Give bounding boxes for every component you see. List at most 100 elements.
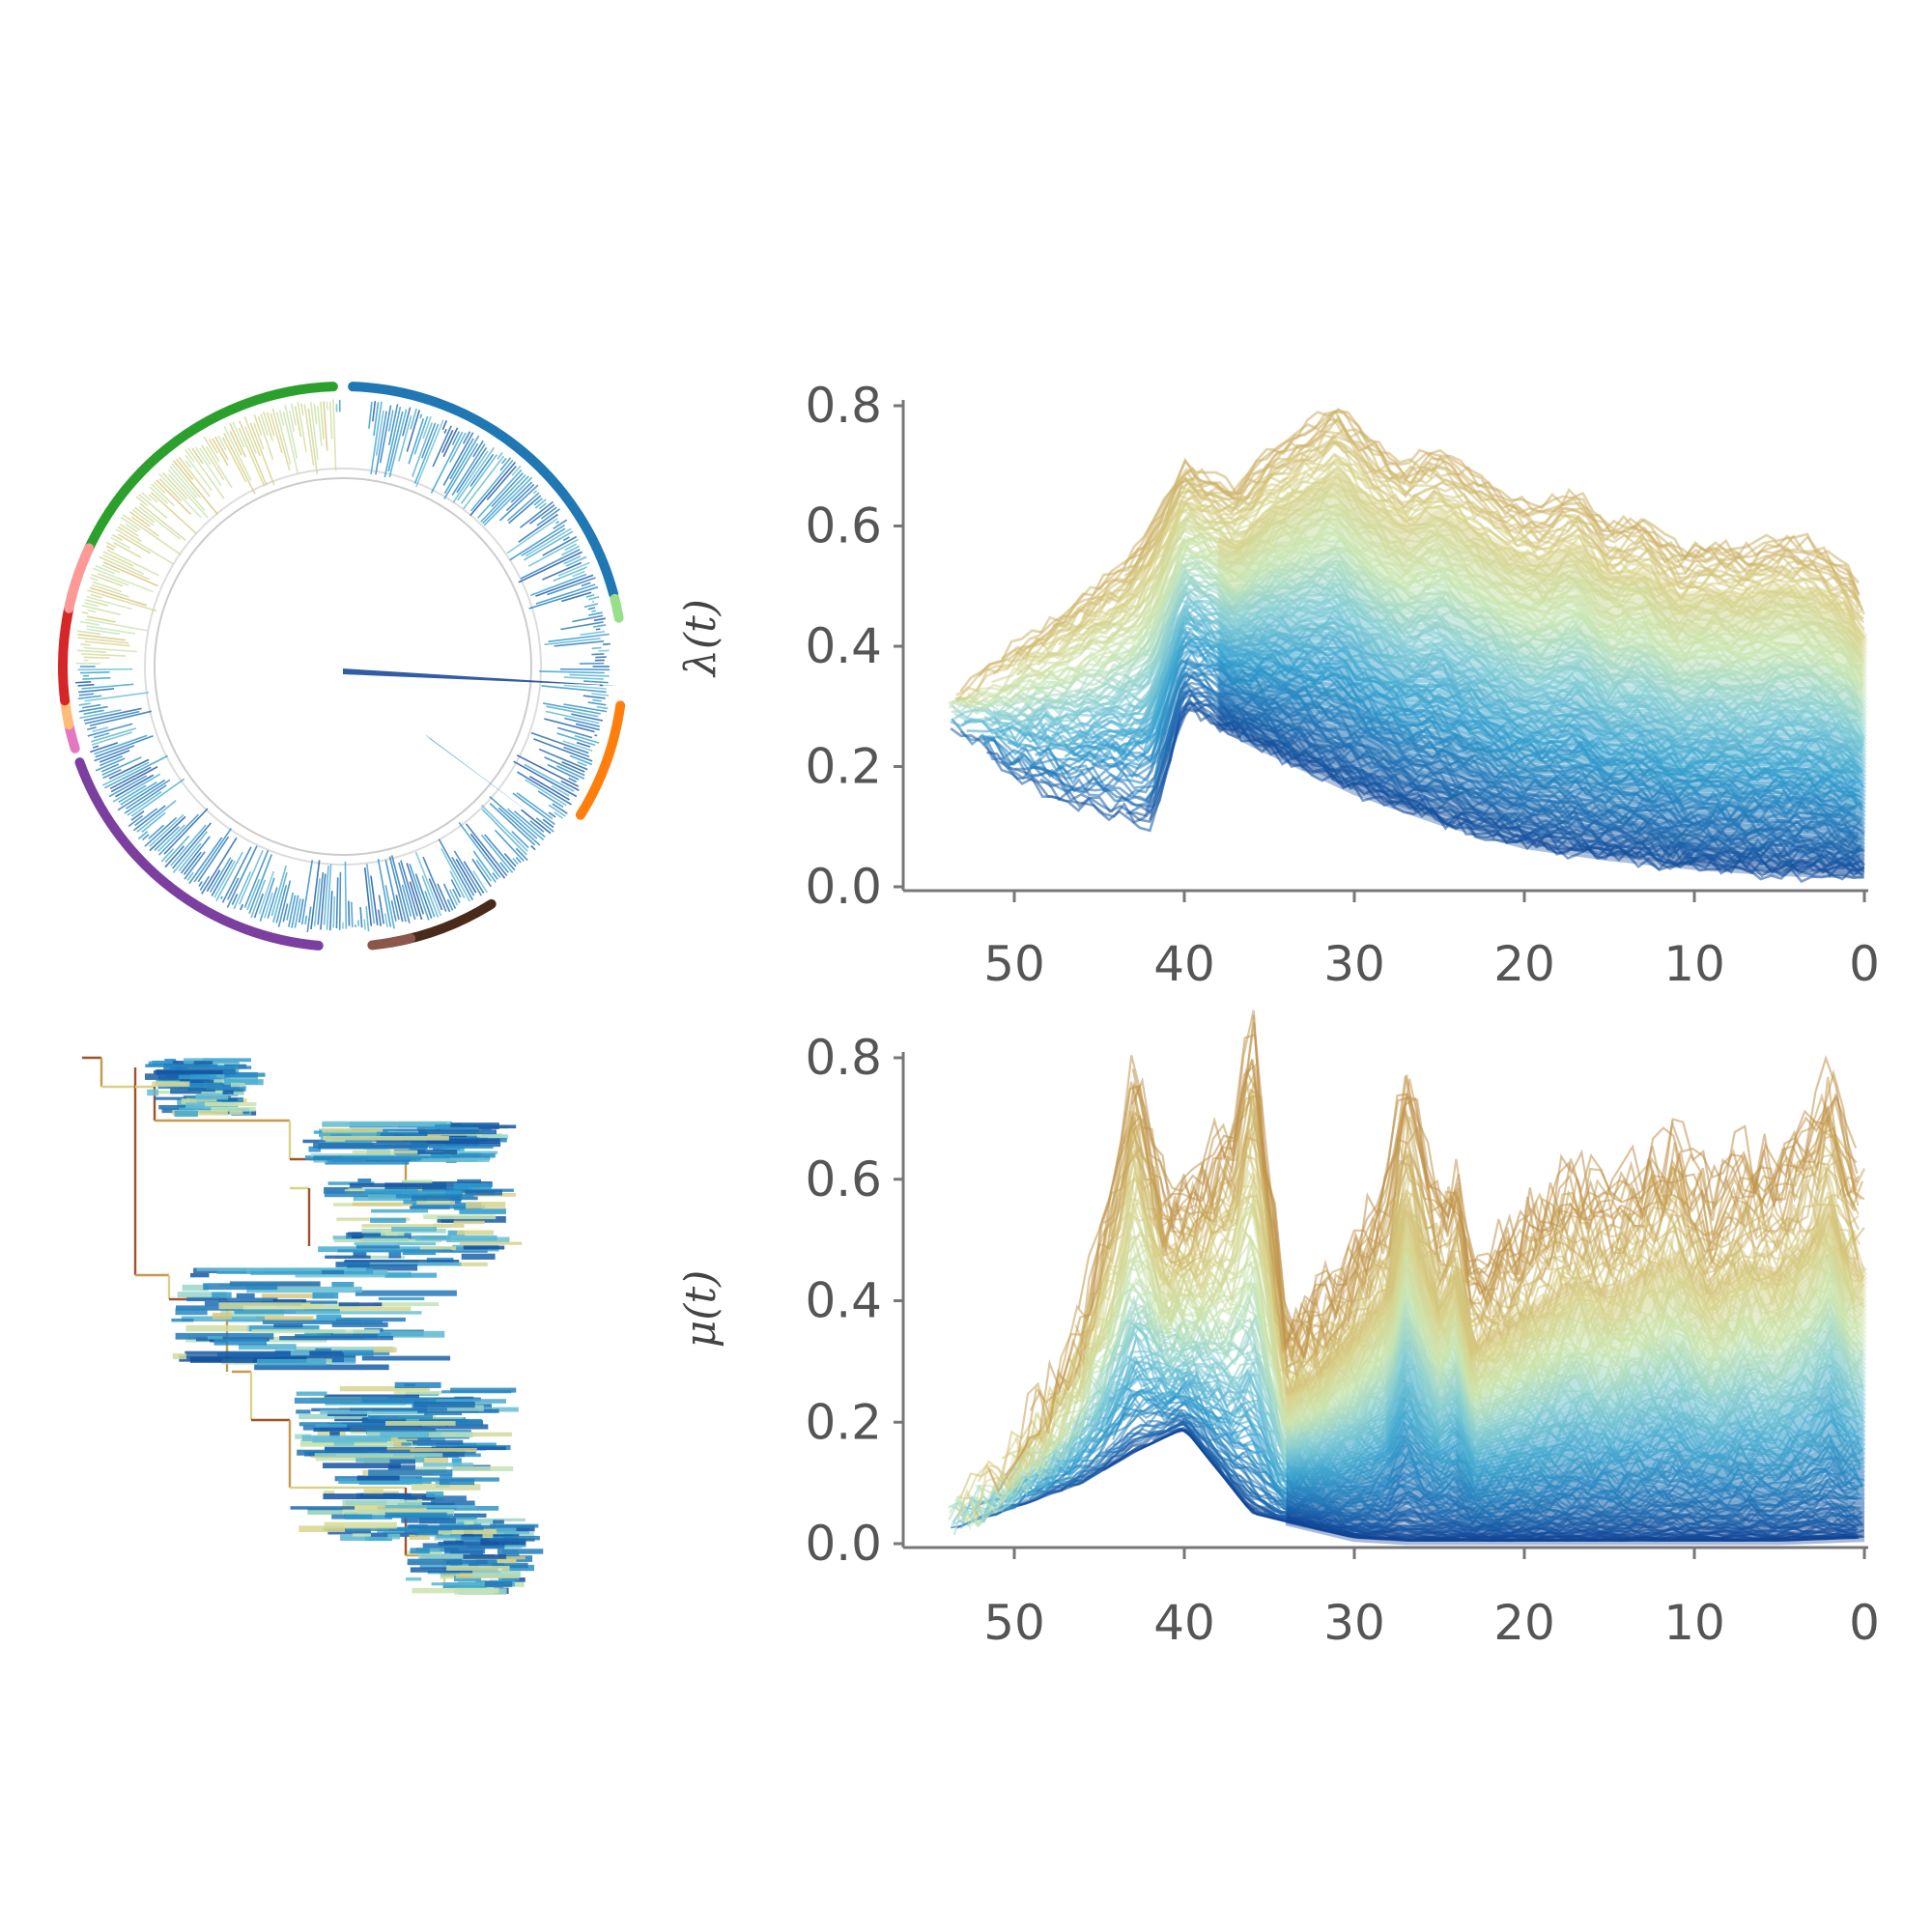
radial-branch — [317, 406, 323, 446]
tree-tip — [445, 1559, 488, 1565]
radial-branch — [248, 854, 273, 914]
radial-branch — [373, 402, 380, 437]
tree-tip — [497, 1527, 517, 1534]
radial-branch — [271, 408, 291, 471]
rate-band-line — [1284, 1221, 1868, 1406]
rate-trajectory-line — [950, 702, 1860, 871]
radial-branch — [414, 851, 442, 917]
radial-branch — [359, 906, 363, 928]
radial-branch — [471, 858, 492, 888]
rate-band-line — [1286, 1415, 1866, 1482]
radial-branch — [419, 413, 423, 419]
tree-tip — [436, 1534, 462, 1539]
radial-branch — [91, 574, 124, 587]
radial-branch — [408, 418, 425, 465]
tree-tip — [312, 1155, 343, 1161]
tree-tip — [348, 1232, 396, 1236]
radial-branch — [262, 411, 274, 441]
radial-branch — [395, 895, 404, 923]
tree-tip — [298, 1422, 420, 1427]
rate-band-line — [1284, 1242, 1867, 1419]
radial-branch — [317, 872, 325, 925]
radial-branch — [171, 463, 202, 498]
rate-trajectory-line — [1014, 438, 1863, 661]
radial-branch — [92, 581, 123, 593]
tree-tip — [177, 1292, 227, 1298]
radial-branch — [536, 508, 561, 526]
radial-branch — [193, 828, 232, 883]
radial-branch — [387, 404, 399, 445]
rate-band-line — [1216, 669, 1866, 815]
tree-tip — [427, 1405, 484, 1411]
rate-band-line — [1284, 1273, 1867, 1431]
radial-branch — [332, 399, 337, 471]
tree-tip — [451, 1528, 504, 1535]
rate-trajectory-line — [1098, 1094, 1856, 1354]
radial-branch — [310, 860, 321, 930]
tree-tip — [460, 1536, 491, 1540]
radial-branch — [556, 732, 596, 747]
radial-branch — [126, 779, 171, 810]
rate-band-line — [1216, 720, 1865, 879]
y-tick-label: 0.8 — [805, 1030, 882, 1086]
radial-branch — [472, 870, 489, 894]
tree-tip — [374, 1302, 440, 1306]
radial-branch — [506, 492, 540, 522]
radial-branch — [451, 856, 475, 896]
tree-tip — [295, 1347, 394, 1353]
radial-branch — [554, 640, 605, 647]
radial-branch — [413, 415, 429, 455]
radial-branch — [512, 858, 519, 866]
tree-tip — [329, 1432, 340, 1438]
radial-branch — [576, 741, 591, 748]
radial-branch — [494, 829, 525, 862]
tree-tip — [440, 1432, 512, 1437]
radial-branch — [313, 403, 318, 424]
tree-tip — [320, 1409, 428, 1415]
radial-branch — [78, 693, 95, 696]
tree-tip — [323, 1463, 401, 1469]
rate-trajectory-line — [1058, 441, 1856, 646]
radial-branch — [384, 913, 388, 927]
radial-branch — [449, 438, 474, 480]
radial-branch — [535, 583, 596, 605]
tree-tip — [403, 1199, 427, 1205]
tree-tip — [463, 1245, 505, 1250]
radial-branch — [282, 411, 299, 474]
radial-branch — [598, 649, 610, 652]
tree-tip — [272, 1298, 306, 1304]
rate-band-line — [1216, 494, 1868, 662]
tree-tip — [393, 1441, 410, 1448]
radial-branch — [527, 538, 579, 567]
radial-branch — [469, 459, 514, 512]
rate-trajectories — [948, 1009, 1865, 1543]
radial-branch — [572, 614, 604, 623]
tree-tip — [439, 1452, 465, 1458]
radial-branch — [499, 457, 512, 471]
rate-band-line — [1286, 1494, 1865, 1522]
tree-tip — [279, 1336, 394, 1341]
radial-branch — [390, 855, 411, 923]
rate-band-line — [1286, 1439, 1866, 1493]
radial-branch — [84, 710, 140, 724]
rate-trajectory-line — [1031, 1400, 1859, 1520]
radial-branch — [515, 847, 528, 862]
radial-branch — [328, 891, 333, 931]
radial-branch — [313, 878, 321, 926]
tree-tip — [378, 1296, 425, 1300]
radial-branch — [82, 703, 101, 709]
tree-tip — [216, 1352, 344, 1357]
tree-tip — [182, 1284, 209, 1292]
radial-branch — [412, 422, 434, 477]
rate-band-line — [1284, 1234, 1868, 1410]
tree-tip — [308, 1146, 321, 1152]
radial-branch — [83, 709, 104, 715]
tree-tip — [261, 1293, 335, 1298]
radial-branch — [149, 486, 169, 504]
rate-band-line — [1216, 488, 1868, 658]
radial-branch — [122, 514, 182, 555]
rate-band-line — [1216, 573, 1868, 723]
rate-band-line — [1216, 698, 1865, 851]
clade-arc — [367, 933, 416, 951]
tree-tip — [206, 1085, 234, 1091]
